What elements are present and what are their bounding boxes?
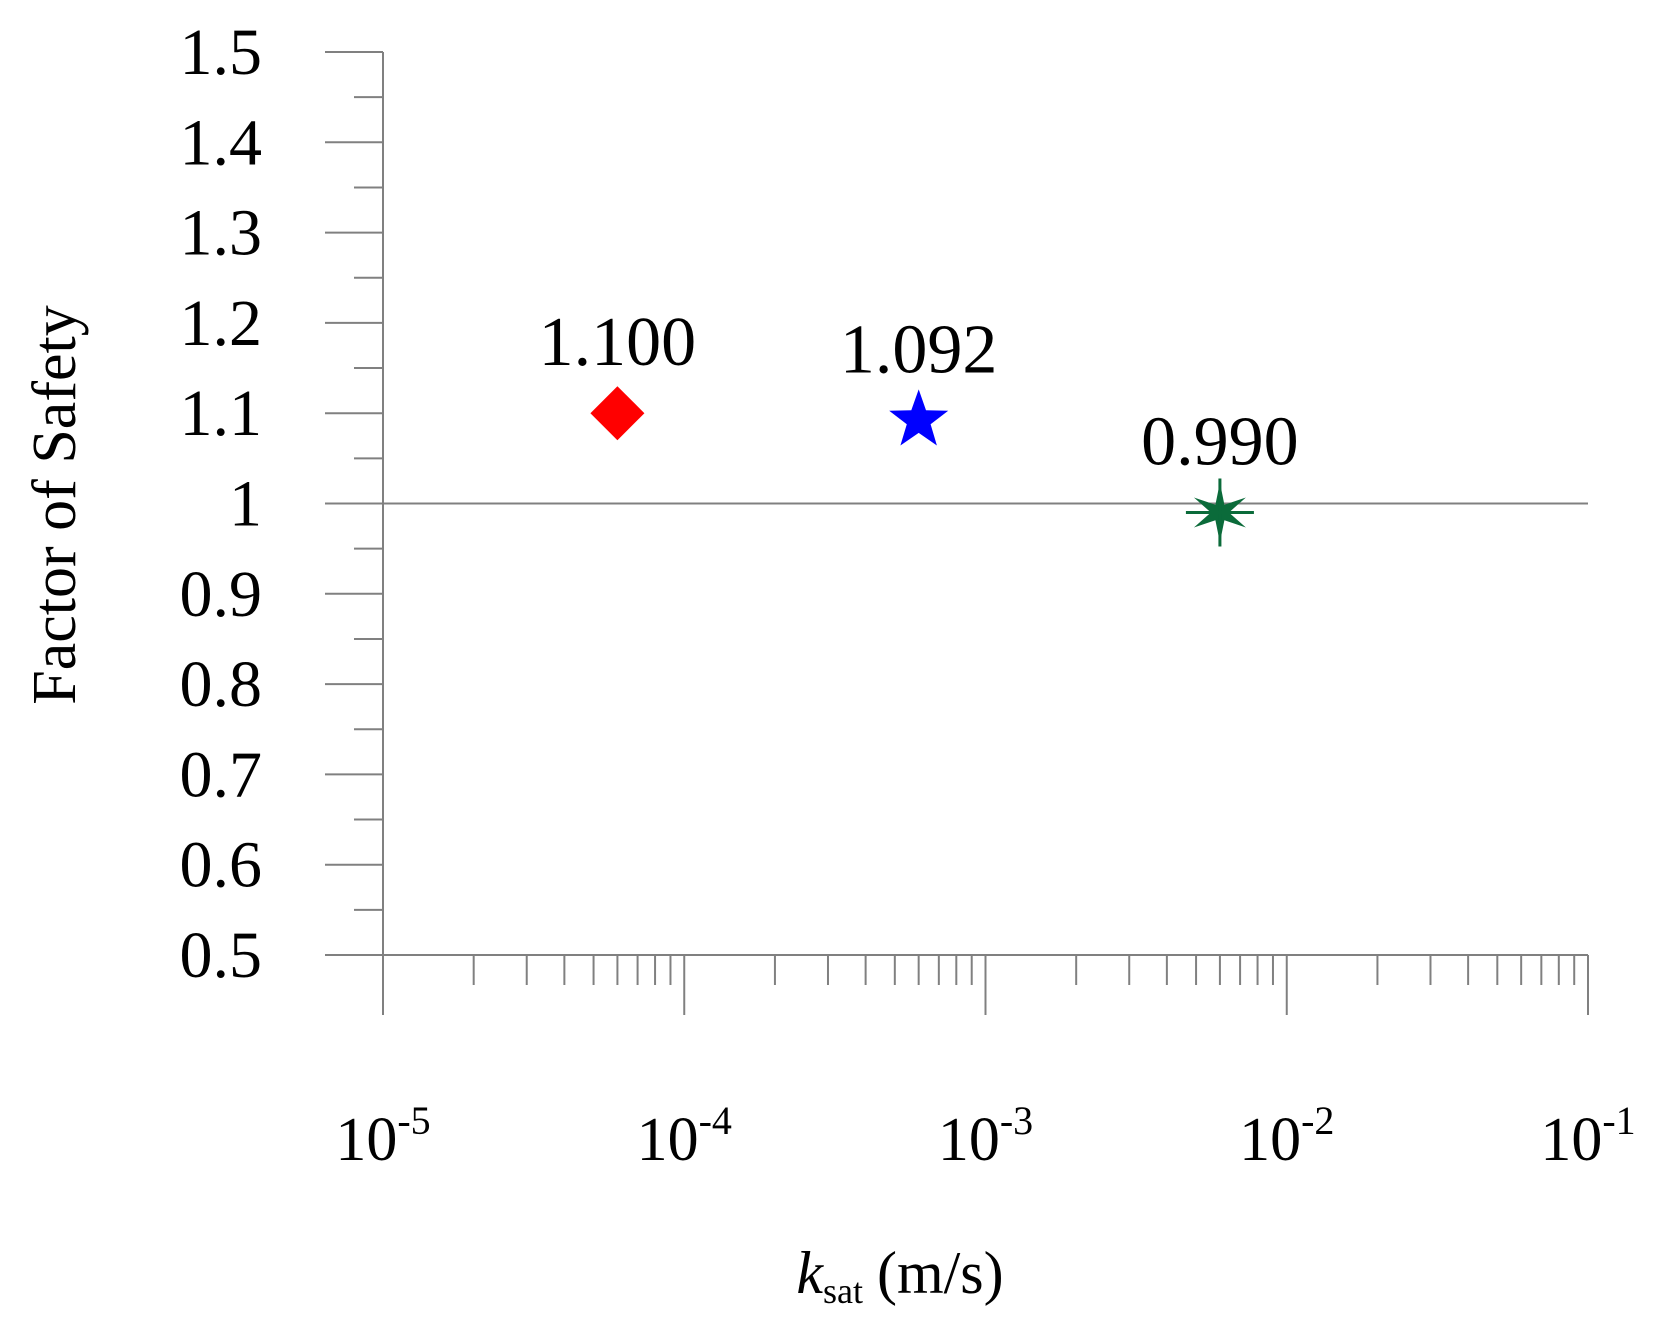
y-axis-title: Factor of Safety: [21, 305, 89, 704]
x-tick-label-base: 10: [335, 1106, 397, 1174]
x-tick-label-exponent: -5: [397, 1098, 430, 1143]
x-tick-label-base: 10: [1540, 1106, 1602, 1174]
x-axis-ticks: 10-5 10-4 10-3 10-2 10-1: [335, 955, 1636, 1174]
x-tick-label: 10-5: [335, 1098, 430, 1174]
x-axis-title-sub: sat: [823, 1271, 863, 1311]
x-tick-label-exponent: -4: [699, 1098, 732, 1143]
x-tick-label-base: 10: [1239, 1106, 1301, 1174]
x-axis-title-main: k: [796, 1240, 824, 1306]
y-tick-label: 1.1: [180, 377, 263, 450]
y-tick-label: 0.9: [180, 558, 263, 631]
x-tick-label-exponent: -3: [1000, 1098, 1033, 1143]
y-tick-label: 1: [229, 468, 262, 541]
asterisk-marker: [1185, 478, 1254, 547]
data-label: 1.092: [840, 311, 998, 388]
data-label: 1.100: [539, 304, 697, 381]
x-tick-label-base: 10: [938, 1106, 1000, 1174]
x-axis-title-unit: (m/s): [877, 1240, 1004, 1306]
chart-frame: [382, 52, 1589, 1015]
x-tick-label: 10-1: [1540, 1098, 1635, 1174]
y-tick-label: 0.8: [180, 648, 263, 721]
x-tick-label-exponent: -2: [1301, 1098, 1334, 1143]
x-tick-label: 10-2: [1239, 1098, 1334, 1174]
y-tick-label: 0.5: [180, 919, 263, 992]
x-axis-title: ksat (m/s): [796, 1240, 1003, 1311]
y-tick-label: 0.6: [180, 829, 263, 902]
y-tick-label: 1.5: [180, 16, 263, 89]
y-tick-label: 1.2: [180, 287, 263, 360]
x-tick-label: 10-3: [938, 1098, 1033, 1174]
y-tick-label: 0.7: [180, 738, 263, 811]
y-tick-label: 1.3: [180, 197, 263, 270]
y-tick-label: 1.4: [180, 106, 263, 179]
data-label: 0.990: [1141, 404, 1299, 481]
y-axis-ticks: 0.5 0.6 0.7 0.8 0.9 1 1.1 1.2 1.3 1.4 1.5: [180, 16, 383, 992]
x-tick-label: 10-4: [637, 1098, 732, 1174]
data-points: 1.100 1.092 0.990: [539, 304, 1299, 547]
x-tick-label-base: 10: [637, 1106, 699, 1174]
x-tick-label-exponent: -1: [1602, 1098, 1635, 1143]
star-marker: [889, 389, 949, 446]
diamond-marker: [590, 386, 645, 441]
